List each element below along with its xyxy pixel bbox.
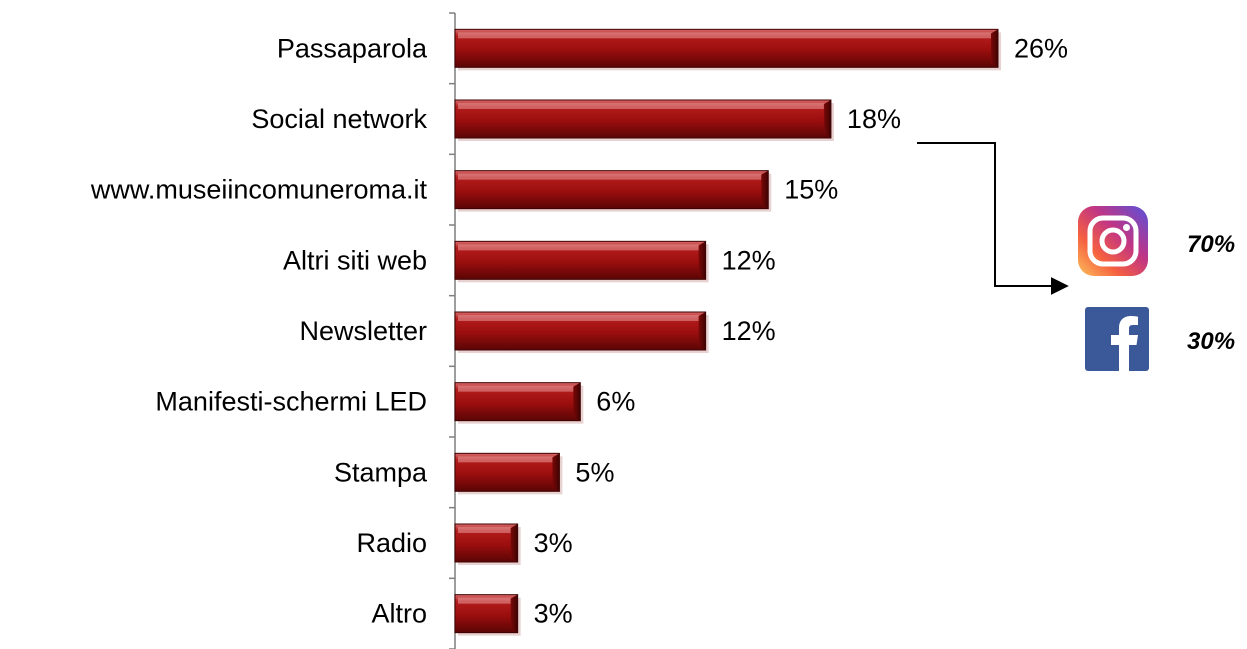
bar — [454, 523, 521, 565]
bar — [454, 240, 709, 283]
bar — [454, 170, 772, 212]
category-label: Newsletter — [299, 316, 427, 346]
value-labels: 26% 18% 15% 12% 12% 6% 5% 3% 3% — [534, 33, 1068, 628]
value-label: 5% — [575, 457, 614, 487]
category-label: Stampa — [334, 457, 428, 487]
bars — [454, 28, 1001, 636]
bar-end — [510, 594, 518, 633]
bar-highlight — [458, 385, 576, 392]
facebook-share-label: 30% — [1187, 328, 1235, 355]
bar — [454, 594, 521, 636]
category-label: Manifesti-schermi LED — [155, 387, 427, 417]
instagram-icon — [1078, 206, 1148, 276]
bar — [454, 28, 1001, 71]
value-label: 6% — [596, 387, 635, 417]
bar-end — [761, 170, 769, 209]
bar-highlight — [458, 32, 993, 39]
bar-highlight — [458, 597, 513, 604]
value-label: 15% — [784, 175, 838, 205]
category-label: Altro — [371, 599, 427, 629]
instagram-share-label: 70% — [1187, 231, 1235, 258]
bar-highlight — [458, 173, 764, 180]
facebook-icon — [1085, 307, 1149, 371]
bar-end — [698, 312, 706, 350]
category-label: www.museiincomuneroma.it — [90, 175, 428, 205]
bar-highlight — [458, 456, 555, 463]
category-label: Altri siti web — [283, 245, 427, 275]
category-label: Passaparola — [277, 33, 428, 63]
bar — [454, 99, 834, 141]
bar-end — [510, 524, 518, 562]
social-breakdown: 70% 30% — [917, 142, 1235, 371]
y-axis — [449, 12, 456, 649]
bar-end — [698, 241, 706, 280]
bar-highlight — [458, 103, 826, 109]
bar-end — [573, 382, 581, 421]
bar — [454, 452, 563, 495]
bar-end — [823, 100, 831, 138]
value-label: 3% — [534, 528, 573, 558]
bar — [454, 311, 709, 353]
category-label: Social network — [251, 104, 427, 134]
bar-highlight — [458, 315, 701, 321]
bar-highlight — [458, 527, 513, 533]
category-labels: Passaparola Social network www.museiincomu… — [90, 33, 428, 628]
value-label: 3% — [534, 599, 573, 629]
bar — [454, 382, 584, 424]
bar-end — [991, 29, 998, 68]
value-label: 12% — [722, 316, 776, 346]
value-label: 12% — [722, 245, 776, 275]
category-label: Radio — [356, 528, 427, 558]
value-label: 18% — [847, 104, 901, 134]
bar-end — [552, 453, 560, 492]
value-label: 26% — [1014, 33, 1068, 63]
connector-arrow — [917, 142, 1069, 295]
bar-highlight — [458, 244, 701, 251]
